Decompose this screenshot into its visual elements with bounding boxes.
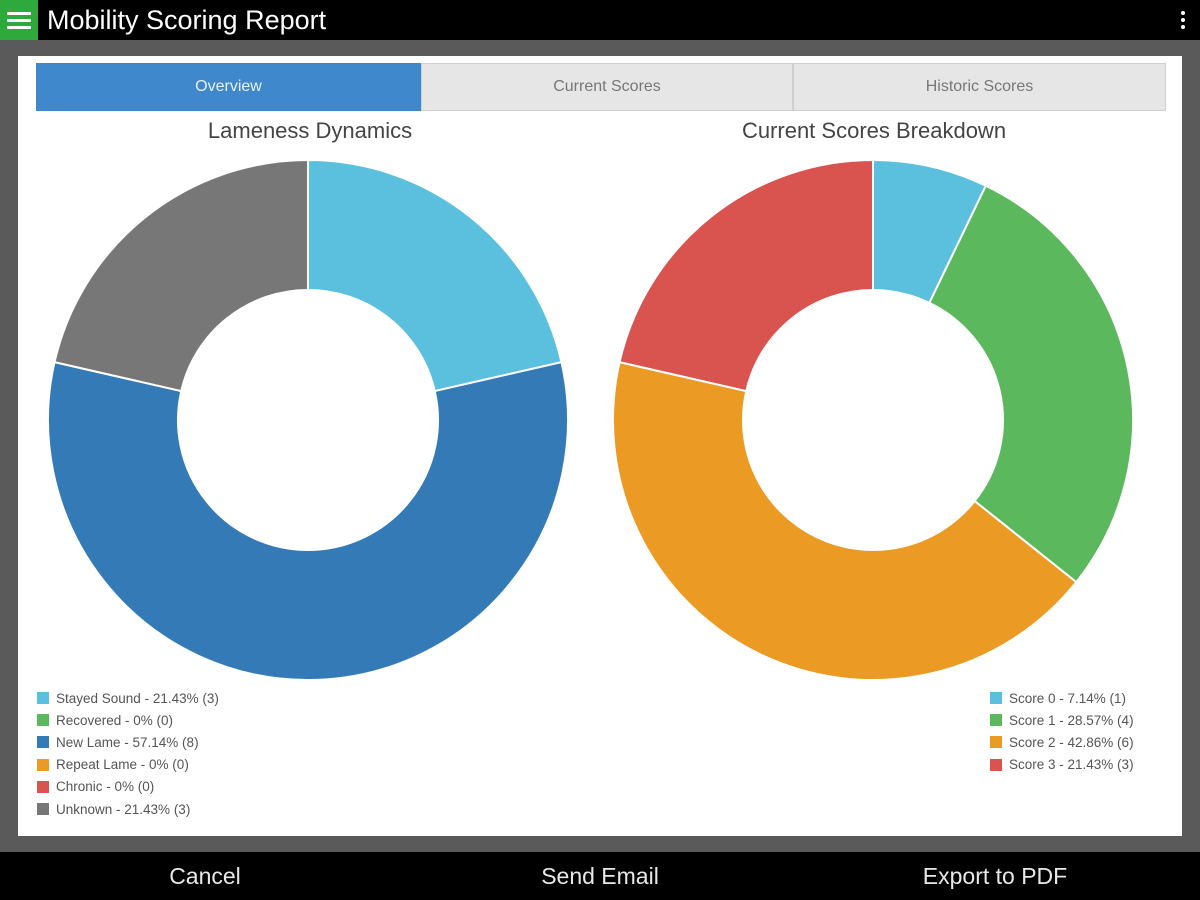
legend-swatch xyxy=(990,736,1002,749)
legend-label: New Lame - 57.14% (8) xyxy=(56,734,199,750)
top-bar: Mobility Scoring Report xyxy=(0,0,1200,40)
slice-score-2[interactable] xyxy=(613,360,1078,680)
slice-new-lame[interactable] xyxy=(48,360,568,680)
legend-item-repeat-lame: Repeat Lame - 0% (0) xyxy=(37,754,219,776)
legend-item-chronic: Chronic - 0% (0) xyxy=(37,776,219,798)
lameness-legend: Stayed Sound - 21.43% (3) Recovered - 0% … xyxy=(37,687,219,820)
legend-item-recovered: Recovered - 0% (0) xyxy=(37,709,219,731)
legend-swatch xyxy=(990,758,1002,771)
legend-label: Score 3 - 21.43% (3) xyxy=(1009,757,1134,773)
legend-label: Score 0 - 7.14% (1) xyxy=(1009,690,1127,706)
bottom-action-bar: Cancel Send Email Export to PDF xyxy=(0,852,1200,900)
legend-swatch xyxy=(990,714,1002,727)
menu-icon[interactable] xyxy=(0,0,38,40)
legend-swatch xyxy=(990,692,1002,705)
legend-item-score-0: Score 0 - 7.14% (1) xyxy=(990,687,1134,709)
legend-label: Chronic - 0% (0) xyxy=(56,779,155,795)
slice-score-3[interactable] xyxy=(618,160,874,393)
report-card: Overview Current Scores Historic Scores … xyxy=(18,56,1182,836)
slice-stayed-sound[interactable] xyxy=(307,160,563,393)
legend-label: Stayed Sound - 21.43% (3) xyxy=(56,690,219,706)
legend-item-score-1: Score 1 - 28.57% (4) xyxy=(990,709,1134,731)
tab-current-scores[interactable]: Current Scores xyxy=(421,63,793,111)
tab-bar: Overview Current Scores Historic Scores xyxy=(36,63,1166,111)
legend-swatch xyxy=(37,714,49,727)
legend-label: Score 2 - 42.86% (6) xyxy=(1009,734,1134,750)
overflow-menu-icon[interactable] xyxy=(1178,6,1188,34)
menu-icon-bar xyxy=(7,18,31,22)
content-frame: Overview Current Scores Historic Scores … xyxy=(0,40,1200,852)
legend-swatch xyxy=(37,780,49,793)
legend-item-unknown: Unknown - 21.43% (3) xyxy=(37,798,219,820)
legend-swatch xyxy=(37,758,49,771)
scores-legend: Score 0 - 7.14% (1) Score 1 - 28.57% (4) S… xyxy=(990,687,1134,776)
tab-historic-scores[interactable]: Historic Scores xyxy=(793,63,1166,111)
menu-icon-bar xyxy=(7,11,31,15)
overflow-dot xyxy=(1181,11,1185,15)
legend-item-stayed-sound: Stayed Sound - 21.43% (3) xyxy=(37,687,219,709)
page-title: Mobility Scoring Report xyxy=(47,5,327,35)
overflow-dot xyxy=(1181,25,1185,29)
slice-unknown[interactable] xyxy=(53,160,309,393)
legend-item-score-3: Score 3 - 21.43% (3) xyxy=(990,754,1134,776)
menu-icon-bar xyxy=(7,25,31,29)
legend-item-score-2: Score 2 - 42.86% (6) xyxy=(990,731,1134,753)
slice-score-1[interactable] xyxy=(928,184,1133,584)
send-email-button[interactable]: Send Email xyxy=(541,862,659,889)
legend-swatch xyxy=(37,803,49,816)
tab-overview[interactable]: Overview xyxy=(36,63,421,111)
legend-label: Unknown - 21.43% (3) xyxy=(56,801,191,817)
cancel-button[interactable]: Cancel xyxy=(169,862,241,889)
legend-item-new-lame: New Lame - 57.14% (8) xyxy=(37,731,219,753)
legend-swatch xyxy=(37,692,49,705)
overflow-dot xyxy=(1181,18,1185,22)
scores-donut-chart xyxy=(613,160,1133,680)
export-pdf-button[interactable]: Export to PDF xyxy=(922,862,1068,889)
legend-swatch xyxy=(37,736,49,749)
lameness-donut-chart xyxy=(48,160,568,680)
legend-label: Recovered - 0% (0) xyxy=(56,712,174,728)
legend-label: Score 1 - 28.57% (4) xyxy=(1009,712,1134,728)
chart-title-scores: Current Scores Breakdown xyxy=(741,118,1007,143)
chart-title-lameness: Lameness Dynamics xyxy=(207,118,413,143)
legend-label: Repeat Lame - 0% (0) xyxy=(56,757,189,773)
